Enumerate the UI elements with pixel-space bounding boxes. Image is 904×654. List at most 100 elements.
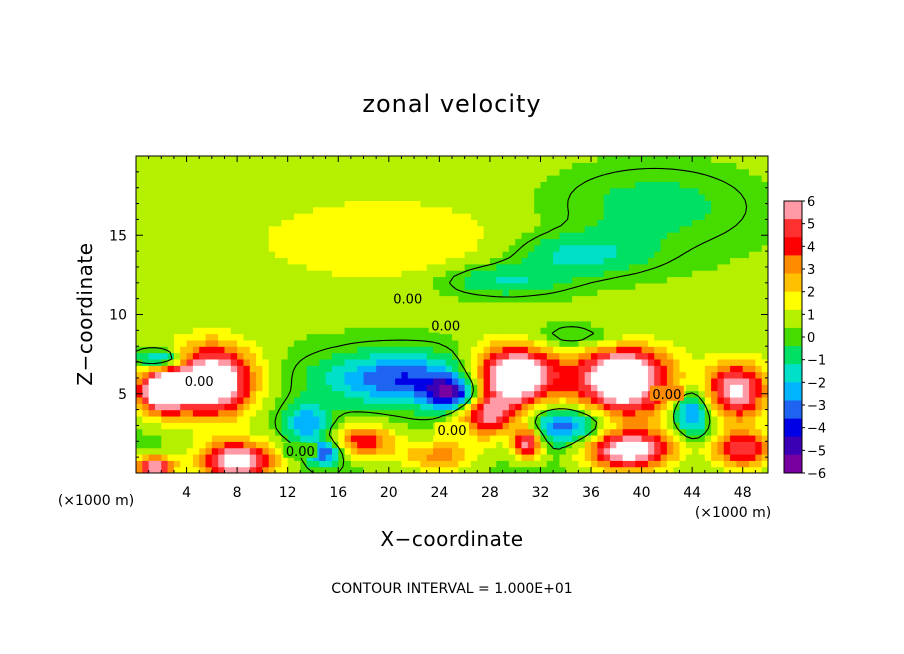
heatmap-cell	[180, 415, 188, 423]
heatmap-cell	[281, 409, 289, 417]
heatmap-cell	[742, 422, 750, 430]
heatmap-cell	[591, 289, 598, 297]
heatmap-cell	[483, 282, 491, 290]
heatmap-cell	[306, 333, 314, 341]
heatmap-cell	[641, 422, 649, 430]
heatmap-cell	[363, 270, 371, 278]
heatmap-cell	[401, 339, 409, 347]
heatmap-cell	[755, 390, 763, 398]
heatmap-cell	[407, 175, 415, 182]
heatmap-cell	[230, 181, 238, 189]
heatmap-cell	[679, 339, 687, 347]
heatmap-cell	[749, 238, 756, 246]
heatmap-cell	[281, 428, 289, 436]
heatmap-cell	[591, 314, 598, 322]
heatmap-cell	[414, 156, 421, 163]
heatmap-cell	[186, 434, 194, 442]
heatmap-cell	[294, 263, 301, 271]
heatmap-cell	[660, 175, 668, 182]
heatmap-cell	[420, 441, 428, 449]
heatmap-cell	[610, 403, 617, 411]
heatmap-cell	[578, 295, 586, 303]
heatmap-cell	[698, 308, 706, 316]
heatmap-cell	[622, 460, 630, 468]
heatmap-cell	[546, 460, 554, 468]
heatmap-cell	[148, 308, 156, 316]
heatmap-cell	[647, 327, 655, 335]
heatmap-cell	[622, 301, 630, 309]
heatmap-cell	[521, 333, 529, 341]
heatmap-cell	[192, 162, 200, 170]
heatmap-cell	[452, 289, 459, 297]
heatmap-cell	[578, 403, 586, 411]
heatmap-cell	[483, 434, 491, 442]
heatmap-cell	[319, 244, 327, 252]
heatmap-cell	[591, 403, 598, 411]
heatmap-cell	[540, 181, 548, 189]
heatmap-cell	[300, 327, 308, 335]
heatmap-cell	[489, 289, 497, 297]
heatmap-cell	[294, 396, 301, 404]
heatmap-cell	[224, 289, 232, 297]
heatmap-cell	[641, 460, 649, 468]
heatmap-cell	[628, 390, 636, 398]
heatmap-cell	[199, 206, 207, 214]
heatmap-cell	[673, 270, 681, 278]
heatmap-cell	[749, 282, 756, 290]
heatmap-cell	[211, 200, 219, 208]
heatmap-cell	[173, 213, 181, 220]
heatmap-cell	[553, 339, 561, 347]
heatmap-cell	[256, 346, 263, 354]
heatmap-cell	[186, 251, 194, 259]
heatmap-cell	[331, 289, 339, 297]
heatmap-cell	[445, 396, 453, 404]
heatmap-cell	[508, 422, 516, 430]
heatmap-cell	[521, 289, 529, 297]
heatmap-cell	[331, 346, 339, 354]
heatmap-cell	[717, 365, 725, 373]
heatmap-cell	[515, 403, 523, 411]
heatmap-cell	[186, 403, 194, 411]
heatmap-cell	[508, 327, 516, 335]
heatmap-cell	[344, 301, 352, 309]
heatmap-cell	[148, 194, 156, 201]
heatmap-cell	[647, 466, 655, 473]
heatmap-cell	[401, 409, 409, 417]
heatmap-cell	[136, 365, 143, 373]
heatmap-cell	[761, 384, 768, 392]
heatmap-cell	[584, 295, 592, 303]
heatmap-cell	[426, 295, 434, 303]
heatmap-cell	[180, 276, 188, 284]
heatmap-cell	[711, 219, 719, 227]
heatmap-cell	[230, 308, 238, 316]
heatmap-cell	[717, 396, 725, 404]
heatmap-cell	[483, 422, 491, 430]
heatmap-cell	[433, 453, 440, 461]
heatmap-cell	[711, 308, 719, 316]
heatmap-cell	[483, 308, 491, 316]
heatmap-cell	[483, 257, 491, 265]
heatmap-cell	[496, 428, 504, 436]
heatmap-cell	[698, 238, 706, 246]
heatmap-cell	[711, 365, 719, 373]
heatmap-cell	[382, 156, 390, 163]
heatmap-cell	[508, 415, 516, 423]
heatmap-cell	[521, 409, 529, 417]
heatmap-cell	[635, 232, 643, 240]
heatmap-cell	[414, 339, 421, 347]
heatmap-cell	[167, 232, 175, 240]
heatmap-cell	[761, 396, 768, 404]
heatmap-cell	[344, 232, 352, 240]
heatmap-cell	[749, 263, 756, 271]
heatmap-cell	[553, 447, 561, 455]
heatmap-cell	[597, 409, 605, 417]
heatmap-cell	[414, 365, 421, 373]
heatmap-cell	[540, 244, 548, 252]
heatmap-cell	[546, 466, 554, 473]
heatmap-cell	[540, 377, 548, 385]
heatmap-cell	[685, 276, 693, 284]
heatmap-cell	[357, 175, 365, 182]
heatmap-cell	[610, 415, 617, 423]
heatmap-cell	[154, 396, 162, 404]
heatmap-cell	[489, 365, 497, 373]
